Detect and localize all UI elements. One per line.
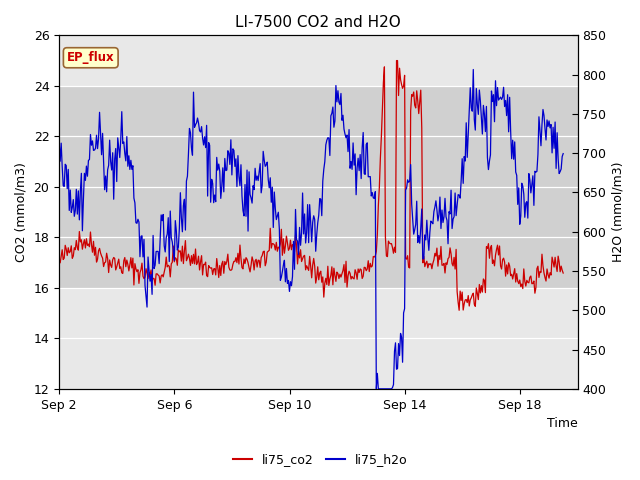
- Y-axis label: H2O (mmol/m3): H2O (mmol/m3): [612, 162, 625, 263]
- Y-axis label: CO2 (mmol/m3): CO2 (mmol/m3): [15, 162, 28, 262]
- Text: EP_flux: EP_flux: [67, 51, 115, 64]
- Text: Time: Time: [547, 417, 577, 430]
- Legend: li75_co2, li75_h2o: li75_co2, li75_h2o: [228, 448, 412, 471]
- Title: LI-7500 CO2 and H2O: LI-7500 CO2 and H2O: [236, 15, 401, 30]
- Bar: [59, 86, 577, 288]
